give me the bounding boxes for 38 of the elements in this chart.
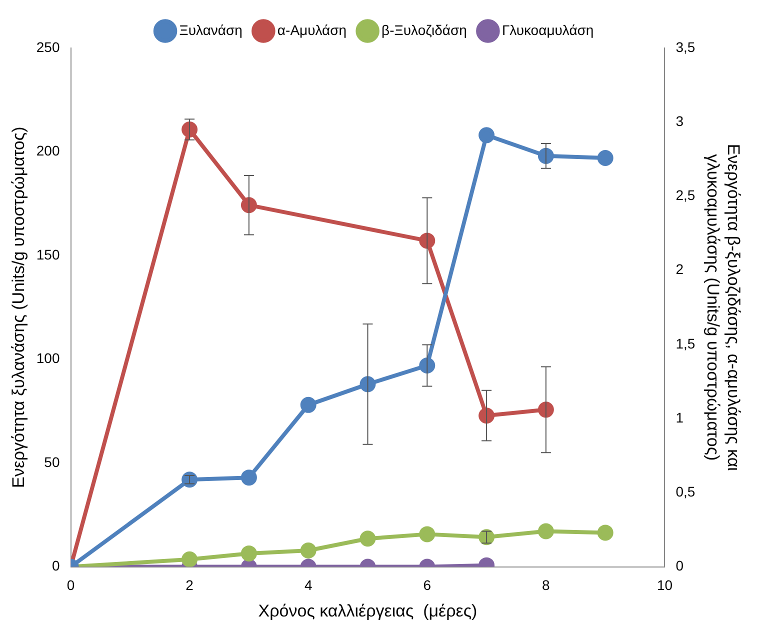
y2-tick-label: 2 (676, 261, 684, 278)
x-tick-label: 4 (304, 577, 312, 594)
y2-tick-label: 3,5 (676, 38, 696, 55)
point (360, 530, 376, 547)
y-tick-label: 200 (36, 142, 60, 159)
y-tick-label: 0 (52, 558, 60, 574)
y2-axis-title: Ενεργότητα β-ξυλοζιδάσης, α-αμυλάσης και γλυκοαμυλάσης (Units/g υποστρώματος) (704, 144, 744, 472)
y-tick-label: 100 (36, 350, 60, 366)
y-tick-label: 50 (44, 454, 60, 470)
legend-label: Ξυλανάση (179, 22, 242, 38)
y2-tick-label: 3 (676, 112, 684, 129)
point (538, 523, 554, 540)
legend-label: Γλυκοαμυλάση (502, 22, 594, 38)
x-tick-label: 8 (542, 577, 550, 594)
y2-tick-label: 1 (676, 409, 684, 426)
y2-tick-label: 1,5 (676, 335, 696, 352)
x-tick-label: 6 (423, 577, 432, 594)
y-axis-title: Ενεργότητα ξυλανάσης (Units/g υποστρώματος) (8, 126, 28, 488)
x-tick-label: 0 (66, 577, 75, 594)
y2-tick-label: 0,5 (676, 484, 696, 500)
y-tick-label: 250 (36, 38, 60, 55)
point (300, 542, 316, 558)
point (300, 396, 316, 413)
point (182, 472, 198, 488)
point (240, 545, 257, 562)
x-tick-label: 10 (656, 577, 673, 594)
point (240, 470, 257, 486)
y2-tick-label: 0 (676, 558, 684, 574)
point (597, 150, 614, 166)
legend-label: β-Ξυλοζιδάση (382, 22, 467, 38)
point (478, 127, 495, 144)
y-tick-label: 150 (36, 246, 60, 262)
point (597, 524, 614, 541)
x-tick-label: 2 (186, 577, 194, 594)
y2-tick-label: 2,5 (676, 187, 696, 204)
point (419, 526, 436, 542)
x-axis-title: Χρόνος καλλιέργειας (μέρες) (258, 601, 478, 620)
legend-label: α-Αμυλάση (277, 22, 347, 38)
